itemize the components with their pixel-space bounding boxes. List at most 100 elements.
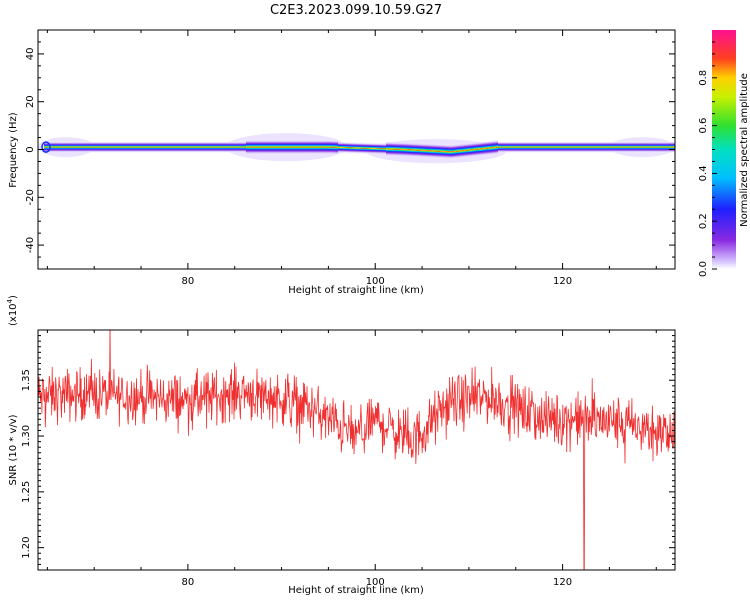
band-slice [654, 141, 657, 154]
band-slice [48, 141, 51, 154]
band-slice [176, 141, 179, 154]
band-slice [330, 139, 333, 156]
band-slice [82, 141, 85, 154]
band-slice [284, 139, 287, 156]
band-slice [338, 141, 341, 154]
band-slice [126, 141, 129, 154]
band-slice [202, 141, 205, 154]
band-slice [416, 142, 419, 159]
band-slice [110, 141, 113, 154]
band-slice [474, 141, 477, 158]
band-slice [384, 142, 387, 155]
spectrogram-ticks: 80 100 120 40 20 0 -20 -40 [25, 29, 675, 287]
band-slice [460, 142, 463, 159]
band-slice [336, 139, 339, 156]
spectrogram-x-tick-label: 100 [366, 276, 385, 287]
band-slice [380, 142, 383, 155]
band-slice [108, 141, 111, 154]
snr-series-line [38, 330, 675, 570]
band-slice [634, 141, 637, 154]
band-slice [648, 141, 651, 154]
band-slice [208, 141, 211, 154]
band-slice [210, 141, 213, 154]
band-slice [434, 143, 437, 160]
band-slice [668, 141, 671, 154]
band-slice [62, 141, 65, 154]
band-slice [254, 139, 257, 156]
band-slice [52, 141, 55, 154]
spectrogram-y-tick-label: 40 [25, 48, 36, 61]
band-slice [68, 141, 71, 154]
band-slice [422, 142, 425, 159]
band-slice [174, 141, 177, 154]
band-slice [310, 139, 313, 156]
band-slice [478, 141, 481, 158]
band-slice [550, 141, 553, 154]
band-slice [492, 139, 495, 156]
band-slice [276, 139, 279, 156]
band-slice [232, 141, 235, 154]
band-slice [418, 142, 421, 159]
band-slice [256, 139, 259, 156]
band-slice [420, 142, 423, 159]
band-slice [402, 141, 405, 158]
band-slice [526, 141, 529, 154]
band-slice [560, 141, 563, 154]
band-slice [394, 141, 397, 158]
band-slice [444, 143, 447, 160]
band-slice [466, 142, 469, 159]
band-slice [332, 139, 335, 156]
band-slice [592, 141, 595, 154]
band-start-cap [41, 141, 51, 153]
figure-title: C2E3.2023.099.10.59.G27 [270, 3, 442, 18]
band-slice [666, 141, 669, 154]
band-slice [158, 141, 161, 154]
band-slice [156, 141, 159, 154]
colorbar-tick-label: 0.2 [698, 213, 709, 229]
band-slice [304, 139, 307, 156]
band-slice [548, 141, 551, 154]
band-slice [58, 141, 61, 154]
band-slice [446, 143, 449, 160]
band-slice [582, 141, 585, 154]
band-slice [240, 141, 243, 154]
band-slice [160, 141, 163, 154]
band-slice [570, 141, 573, 154]
band-slice [250, 139, 253, 156]
band-slice [544, 141, 547, 154]
band-slice [212, 141, 215, 154]
band-slice [188, 141, 191, 154]
band-slice [622, 141, 625, 154]
band-slice [590, 141, 593, 154]
band-slice [602, 141, 605, 154]
band-slice [620, 141, 623, 154]
band-slice [366, 142, 369, 155]
band-slice [72, 141, 75, 154]
colorbar-ticks: 0.0 0.2 0.4 0.6 0.8 [698, 41, 717, 277]
band-slice [314, 139, 317, 156]
snr-y-tick-label: 1.20 [21, 537, 32, 559]
band-slice [122, 141, 125, 154]
band-slice [496, 139, 499, 156]
band-slice [194, 141, 197, 154]
band-slice [54, 141, 57, 154]
band-slice [378, 142, 381, 155]
band-slice [172, 141, 175, 154]
band-slice [508, 141, 511, 154]
band-slice [450, 143, 453, 160]
band-slice [236, 141, 239, 154]
band-slice [392, 141, 395, 158]
band-slice [520, 141, 523, 154]
spectrogram-x-tick-label: 80 [182, 276, 195, 287]
band-slice [112, 141, 115, 154]
band-slice [200, 141, 203, 154]
band-slice [316, 139, 319, 156]
band-slice [60, 141, 63, 154]
band-slice [216, 141, 219, 154]
band-slice [222, 141, 225, 154]
band-slice [372, 142, 375, 155]
band-slice [224, 141, 227, 154]
band-slice [412, 141, 415, 158]
snr-scale-label: (x104) [6, 295, 19, 326]
band-slice [96, 141, 99, 154]
